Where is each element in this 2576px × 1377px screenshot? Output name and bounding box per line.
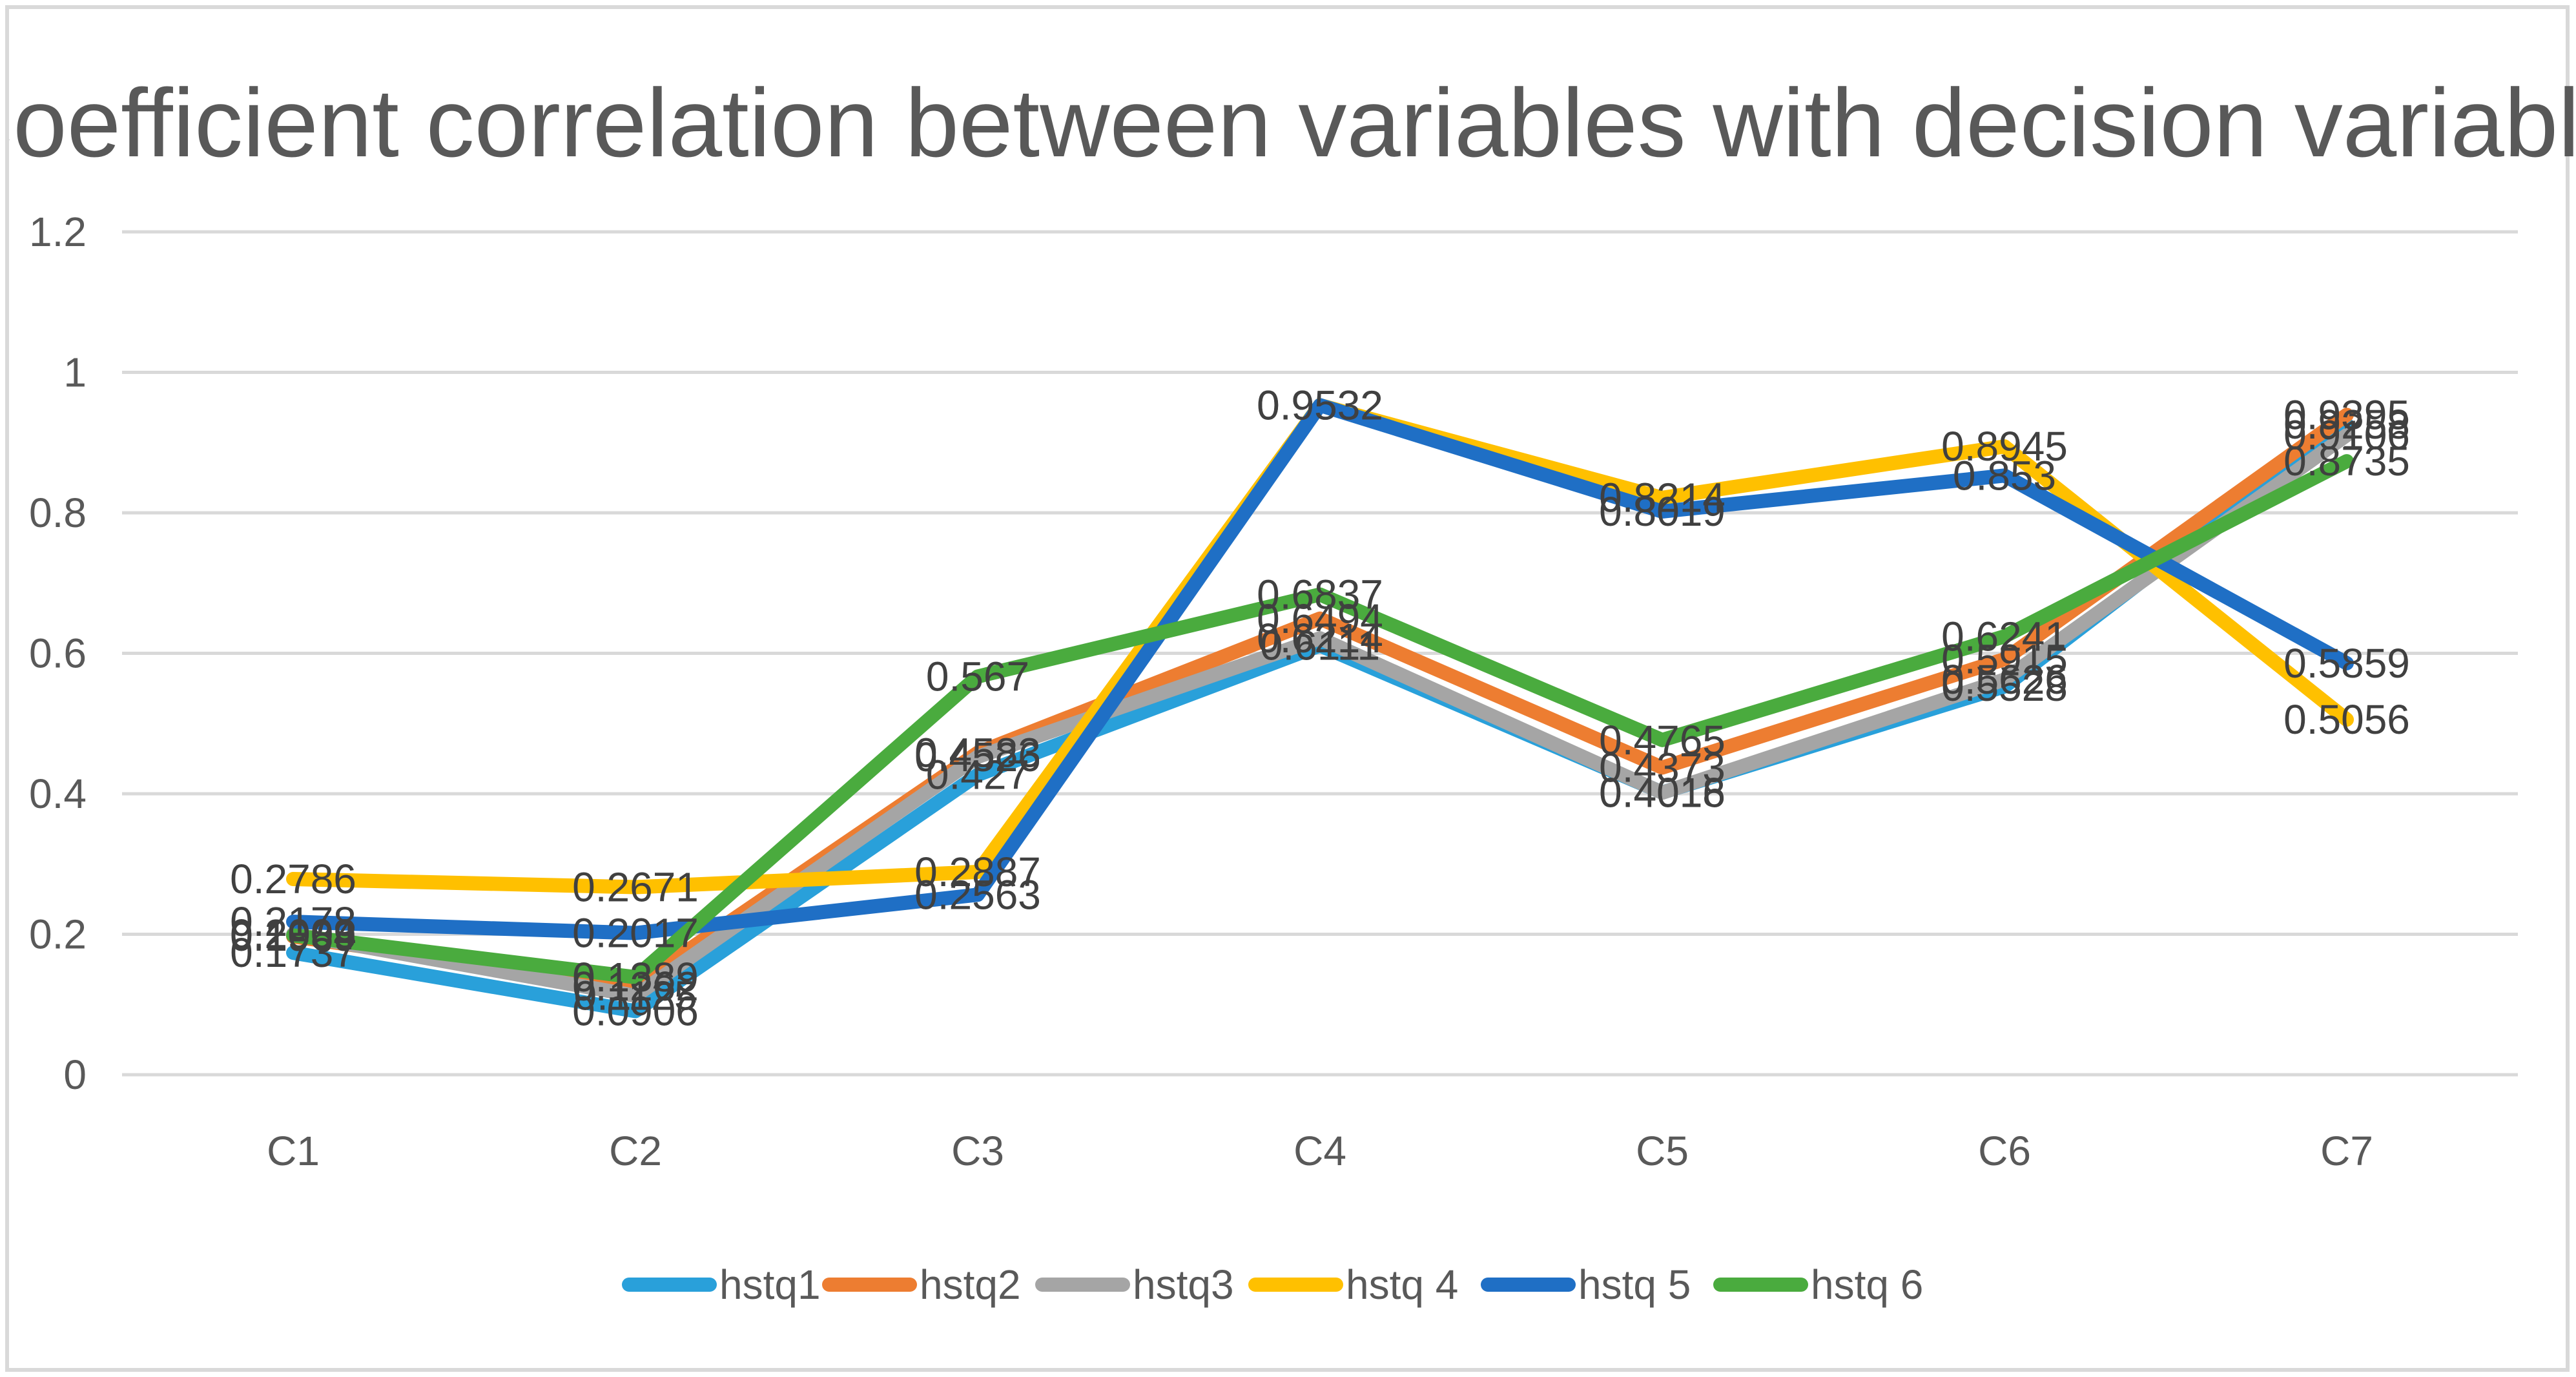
data-label: 0.1125 [574,973,697,1019]
data-label: 0.6837 [1257,571,1383,617]
data-label: 0.6494 [1257,595,1383,642]
data-label: 0.6111 [1260,622,1380,668]
data-label: 0.9532 [1257,382,1383,428]
data-label: 0.1389 [572,954,699,1000]
x-tick-label: C5 [1636,1128,1689,1174]
series-line-hstq6 [286,454,2354,984]
data-label: 0.2017 [572,910,699,957]
data-label: 0.4018 [1599,769,1726,816]
data-label: 0.427 [926,752,1029,798]
x-tick-label: C3 [951,1128,1004,1174]
data-label: 0.567 [926,653,1029,699]
y-tick-label: 1.2 [29,209,87,255]
data-label: 0.9395 [2283,391,2410,438]
data-label: 0.9532 [1257,382,1383,428]
y-tick-label: 0.8 [29,490,87,536]
data-label: 0.5626 [1941,656,2068,703]
data-label: 0.6241 [1941,613,2068,659]
series-line-hstq5 [286,398,2354,940]
data-label: 0.1737 [230,929,356,976]
y-tick-label: 1 [63,349,87,396]
data-label: 0.2003 [230,911,356,957]
x-tick-label: C2 [609,1128,662,1174]
x-tick-label: C7 [2320,1128,2373,1174]
data-label: 0.5056 [2283,696,2410,743]
x-tick-label: C6 [1978,1128,2031,1174]
legend-label: hstq3 [1133,1261,1234,1308]
data-label: 0.2887 [914,849,1041,895]
data-label: 0.4765 [1599,717,1726,763]
data-label: 0.5528 [1941,663,2068,710]
data-label: 0.2178 [230,898,356,945]
data-label: 0.1262 [572,963,699,1009]
data-label: 0.8945 [1941,423,2068,470]
data-label: 0.0906 [572,988,699,1034]
legend-label: hstq2 [920,1261,1021,1308]
y-tick-label: 0 [63,1051,87,1098]
legend-label: hstq 5 [1578,1261,1691,1308]
series-line-hstq3 [286,428,2354,1003]
data-label: 0.4583 [914,730,1041,776]
data-label: 0.853 [1953,452,2056,499]
data-label: 0.2786 [230,856,356,902]
data-label: 0.4373 [1599,744,1726,791]
legend-label: hstq 6 [1811,1261,1923,1308]
data-label: 0.9258 [2283,401,2410,448]
data-label: 0.1984 [230,912,356,958]
data-label: 0.8019 [1599,488,1726,535]
data-label: 0.8214 [1599,475,1726,521]
data-label: 0.8735 [2283,438,2410,484]
data-label: 0.2671 [572,864,699,911]
data-label: 0.1969 [230,913,356,960]
data-label: 0.9106 [2283,412,2410,459]
x-tick-label: C4 [1293,1128,1346,1174]
chart-frame: Coefficient correlation between variable… [5,5,2573,1372]
chart-title: Coefficient correlation between variable… [9,68,2573,177]
y-tick-label: 0.6 [29,630,87,677]
y-tick-label: 0.4 [29,771,87,817]
series-line-hstq2 [286,408,2354,993]
data-label: 0.5915 [1941,636,2068,683]
y-tick-label: 0.2 [29,911,87,958]
legend-label: hstq1 [719,1261,821,1308]
x-tick-label: C1 [267,1128,320,1174]
data-label: 0.4526 [914,734,1041,780]
data-label: 0.5859 [2283,640,2410,687]
data-label: 0.2563 [914,871,1041,918]
line-chart: Coefficient correlation between variable… [9,68,2573,1308]
data-label: 0.4016 [1599,769,1726,816]
legend-label: hstq 4 [1346,1261,1458,1308]
data-label: 0.6214 [1257,615,1383,661]
